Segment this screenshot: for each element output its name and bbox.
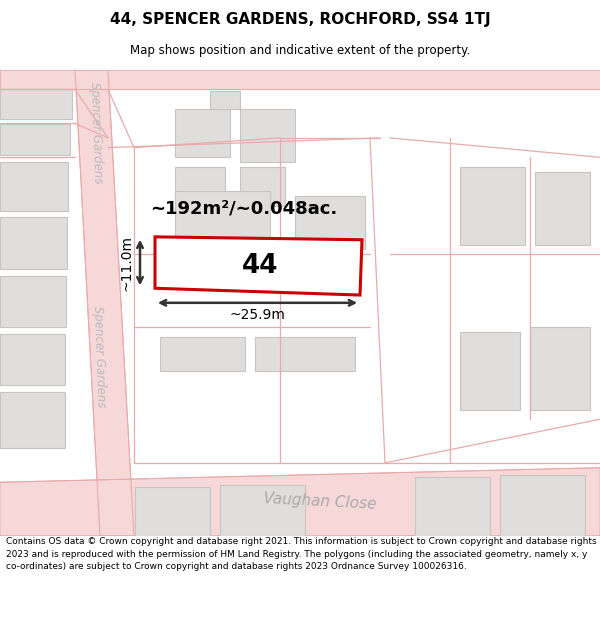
Polygon shape bbox=[240, 109, 295, 162]
Text: Spencer Gardens: Spencer Gardens bbox=[88, 82, 104, 184]
Text: ~25.9m: ~25.9m bbox=[230, 308, 286, 322]
Polygon shape bbox=[530, 327, 590, 409]
Polygon shape bbox=[0, 334, 65, 385]
Polygon shape bbox=[0, 124, 70, 156]
Text: Vaughan Close: Vaughan Close bbox=[263, 491, 377, 512]
Text: Contains OS data © Crown copyright and database right 2021. This information is : Contains OS data © Crown copyright and d… bbox=[6, 538, 596, 571]
Polygon shape bbox=[155, 237, 362, 295]
Polygon shape bbox=[295, 196, 365, 249]
Polygon shape bbox=[240, 167, 285, 206]
Polygon shape bbox=[255, 337, 355, 371]
Polygon shape bbox=[0, 468, 600, 536]
Polygon shape bbox=[210, 91, 240, 109]
Polygon shape bbox=[175, 167, 225, 211]
Text: Map shows position and indicative extent of the property.: Map shows position and indicative extent… bbox=[130, 44, 470, 57]
Polygon shape bbox=[500, 476, 585, 536]
Polygon shape bbox=[220, 485, 305, 536]
Polygon shape bbox=[460, 167, 525, 244]
Polygon shape bbox=[0, 392, 65, 448]
Polygon shape bbox=[535, 172, 590, 244]
Polygon shape bbox=[135, 487, 210, 536]
Text: 44: 44 bbox=[242, 253, 278, 279]
Text: ~11.0m: ~11.0m bbox=[119, 234, 133, 291]
Text: 44, SPENCER GARDENS, ROCHFORD, SS4 1TJ: 44, SPENCER GARDENS, ROCHFORD, SS4 1TJ bbox=[110, 12, 490, 27]
Polygon shape bbox=[460, 332, 520, 409]
Polygon shape bbox=[75, 70, 134, 536]
Polygon shape bbox=[175, 109, 230, 158]
Polygon shape bbox=[0, 217, 67, 269]
Polygon shape bbox=[0, 70, 600, 89]
Text: Spencer Gardens: Spencer Gardens bbox=[91, 305, 107, 408]
Polygon shape bbox=[0, 162, 68, 211]
Text: ~192m²/~0.048ac.: ~192m²/~0.048ac. bbox=[150, 199, 337, 217]
Polygon shape bbox=[175, 191, 270, 249]
Polygon shape bbox=[415, 478, 490, 536]
Polygon shape bbox=[0, 89, 72, 119]
Polygon shape bbox=[0, 276, 66, 327]
Polygon shape bbox=[160, 337, 245, 371]
